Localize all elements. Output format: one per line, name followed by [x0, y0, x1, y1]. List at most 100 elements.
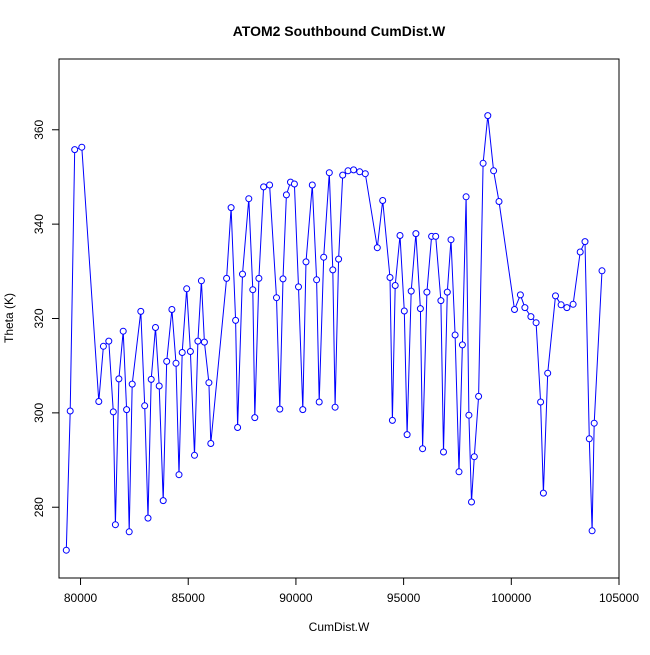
data-point — [475, 392, 483, 400]
data-point — [172, 359, 180, 367]
data-point — [147, 375, 155, 383]
data-point — [581, 238, 589, 246]
data-point — [249, 286, 257, 294]
data-point — [128, 380, 136, 388]
data-point — [470, 453, 478, 461]
data-point — [95, 398, 103, 405]
data-point — [119, 327, 127, 335]
y-tick-label: 340 — [32, 214, 46, 234]
data-point — [191, 451, 198, 459]
data-point — [111, 521, 119, 529]
data-point — [537, 398, 545, 406]
y-tick-label: 320 — [32, 308, 46, 328]
data-point — [585, 435, 593, 443]
data-point — [400, 307, 408, 315]
data-point — [588, 527, 596, 535]
data-point — [251, 414, 259, 422]
data-point — [313, 276, 321, 284]
data-point — [339, 171, 347, 179]
data-point — [539, 489, 547, 497]
data-point — [260, 183, 268, 191]
data-point — [295, 283, 302, 291]
data-point — [183, 285, 191, 293]
data-point — [462, 193, 470, 201]
data-point — [403, 431, 411, 439]
data-point — [361, 170, 369, 178]
y-tick-label: 280 — [32, 497, 46, 517]
data-point — [423, 288, 431, 296]
data-point — [141, 402, 149, 410]
data-point — [479, 159, 487, 167]
data-point — [598, 267, 606, 275]
data-point — [335, 255, 343, 263]
data-point — [386, 274, 394, 281]
data-point — [71, 146, 79, 154]
x-tick-label: 90000 — [279, 591, 313, 605]
data-point — [412, 230, 420, 238]
data-point — [455, 468, 463, 476]
data-point — [391, 282, 399, 289]
data-point — [495, 198, 503, 205]
data-point — [168, 306, 176, 313]
data-point — [125, 528, 133, 536]
data-point — [99, 342, 107, 350]
data-point — [563, 304, 571, 312]
x-axis-label: CumDist.W — [309, 620, 370, 634]
data-point — [396, 232, 404, 239]
data-point — [299, 406, 307, 414]
data-point — [273, 294, 280, 302]
series-layer — [65, 115, 603, 551]
data-point — [511, 306, 518, 313]
data-point — [465, 411, 473, 419]
data-point — [440, 448, 447, 456]
data-point — [207, 440, 215, 447]
data-point — [521, 304, 529, 312]
data-point — [152, 324, 159, 331]
data-point — [344, 167, 352, 175]
data-point — [490, 167, 498, 175]
data-point — [276, 405, 284, 413]
data-point — [544, 369, 552, 377]
data-point — [123, 406, 131, 414]
data-point — [419, 445, 427, 453]
points-layer — [62, 112, 606, 554]
series-line — [65, 115, 603, 551]
data-point — [484, 112, 492, 120]
data-point — [437, 297, 445, 305]
data-point — [115, 375, 123, 383]
data-point — [62, 546, 70, 554]
x-tick-label: 80000 — [64, 591, 98, 605]
y-axis-label: Theta (K) — [2, 293, 16, 343]
data-point — [163, 357, 171, 365]
data-point — [197, 277, 205, 285]
data-point — [315, 398, 323, 406]
data-point — [552, 292, 559, 300]
chart-title: ATOM2 Southbound CumDist.W — [233, 23, 446, 39]
data-point — [178, 349, 186, 356]
data-point — [223, 274, 231, 282]
data-point — [590, 419, 598, 427]
data-point — [569, 300, 577, 308]
data-point — [325, 169, 333, 177]
data-point — [443, 288, 451, 296]
x-tick-label: 105000 — [599, 591, 639, 605]
x-tick-label: 95000 — [387, 591, 421, 605]
data-point — [447, 236, 455, 244]
data-point — [186, 348, 194, 355]
data-point — [205, 379, 213, 387]
data-point — [175, 471, 183, 479]
data-point — [194, 337, 202, 345]
data-point — [155, 382, 163, 390]
data-point — [279, 275, 287, 283]
data-point — [78, 143, 86, 151]
data-point — [416, 305, 424, 313]
data-point — [227, 204, 235, 212]
data-point — [320, 253, 328, 261]
data-point — [458, 341, 466, 349]
data-point — [234, 424, 242, 431]
data-point — [144, 514, 152, 522]
data-point — [331, 403, 339, 411]
data-point — [329, 266, 337, 274]
